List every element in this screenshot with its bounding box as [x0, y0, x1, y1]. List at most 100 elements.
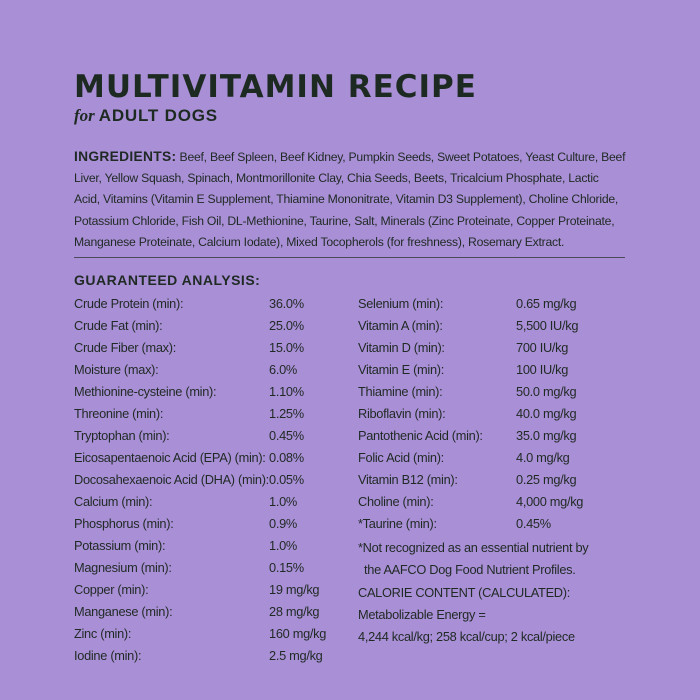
nutrient-name: Pantothenic Acid (min):	[358, 428, 483, 443]
nutrient-name: Potassium (min):	[74, 538, 166, 553]
nutrient-name: Riboflavin (min):	[358, 406, 446, 421]
calorie-content: CALORIE CONTENT (CALCULATED): Metaboliza…	[358, 582, 575, 648]
analysis-right-column: Selenium (min): 0.65 mg/kg Vitamin A (min)…	[358, 293, 628, 535]
nutrient-name: Docosahexaenoic Acid (DHA) (min):	[74, 472, 269, 487]
analysis-row: Vitamin B12 (min): 0.25 mg/kg	[358, 469, 628, 491]
analysis-row: Moisture (max): 6.0%	[74, 359, 334, 381]
nutrient-name: Phosphorus (min):	[74, 516, 174, 531]
analysis-row: Pantothenic Acid (min): 35.0 mg/kg	[358, 425, 628, 447]
nutrient-value: 0.15%	[269, 560, 304, 575]
nutrient-name: Vitamin A (min):	[358, 318, 443, 333]
nutrient-value: 25.0%	[269, 318, 304, 333]
analysis-row: Eicosapentaenoic Acid (EPA) (min): 0.08%	[74, 447, 334, 469]
analysis-row: Vitamin D (min): 700 IU/kg	[358, 337, 628, 359]
nutrient-value: 4.0 mg/kg	[516, 450, 570, 465]
analysis-row: Iodine (min): 2.5 mg/kg	[74, 645, 334, 667]
ingredients-paragraph: INGREDIENTS: Beef, Beef Spleen, Beef Kid…	[74, 146, 626, 253]
nutrient-value: 50.0 mg/kg	[516, 384, 577, 399]
calorie-line-1: Metabolizable Energy =	[358, 607, 486, 622]
analysis-row: *Taurine (min): 0.45%	[358, 513, 628, 535]
analysis-row: Vitamin E (min): 100 IU/kg	[358, 359, 628, 381]
nutrient-value: 40.0 mg/kg	[516, 406, 577, 421]
analysis-row: Phosphorus (min): 0.9%	[74, 513, 334, 535]
nutrient-value: 0.65 mg/kg	[516, 296, 577, 311]
nutrient-value: 0.45%	[269, 428, 304, 443]
analysis-row: Methionine-cysteine (min): 1.10%	[74, 381, 334, 403]
guaranteed-analysis-heading: GUARANTEED ANALYSIS:	[74, 272, 261, 288]
nutrient-value: 2.5 mg/kg	[269, 648, 323, 663]
nutrient-value: 100 IU/kg	[516, 362, 569, 377]
nutrient-value: 4,000 mg/kg	[516, 494, 584, 509]
nutrient-name: Threonine (min):	[74, 406, 164, 421]
analysis-row: Choline (min): 4,000 mg/kg	[358, 491, 628, 513]
analysis-row: Manganese (min): 28 mg/kg	[74, 601, 334, 623]
calorie-line-2: 4,244 kcal/kg; 258 kcal/cup; 2 kcal/piec…	[358, 629, 575, 644]
analysis-row: Magnesium (min): 0.15%	[74, 557, 334, 579]
calorie-heading: CALORIE CONTENT (CALCULATED):	[358, 585, 570, 600]
nutrient-value: 36.0%	[269, 296, 304, 311]
nutrient-value: 700 IU/kg	[516, 340, 569, 355]
nutrient-value: 0.05%	[269, 472, 304, 487]
analysis-row: Selenium (min): 0.65 mg/kg	[358, 293, 628, 315]
nutrient-name: Vitamin D (min):	[358, 340, 445, 355]
nutrient-value: 1.10%	[269, 384, 304, 399]
nutrient-value: 0.45%	[516, 516, 551, 531]
analysis-row: Calcium (min): 1.0%	[74, 491, 334, 513]
nutrient-name: Vitamin E (min):	[358, 362, 444, 377]
nutrient-value: 0.25 mg/kg	[516, 472, 577, 487]
nutrient-value: 5,500 IU/kg	[516, 318, 579, 333]
nutrient-name: Magnesium (min):	[74, 560, 172, 575]
nutrient-name: Crude Fiber (max):	[74, 340, 176, 355]
nutrient-name: Eicosapentaenoic Acid (EPA) (min):	[74, 450, 266, 465]
nutrient-name: Zinc (min):	[74, 626, 132, 641]
nutrient-name: *Taurine (min):	[358, 516, 437, 531]
nutrient-value: 1.0%	[269, 494, 297, 509]
nutrient-name: Moisture (max):	[74, 362, 159, 377]
analysis-row: Tryptophan (min): 0.45%	[74, 425, 334, 447]
nutrient-name: Crude Fat (min):	[74, 318, 163, 333]
analysis-row: Vitamin A (min): 5,500 IU/kg	[358, 315, 628, 337]
nutrient-name: Tryptophan (min):	[74, 428, 170, 443]
subtitle-for: for	[74, 106, 95, 125]
nutrient-value: 19 mg/kg	[269, 582, 320, 597]
analysis-row: Crude Protein (min): 36.0%	[74, 293, 334, 315]
taurine-footnote: *Not recognized as an essential nutrient…	[358, 537, 589, 581]
nutrient-value: 160 mg/kg	[269, 626, 327, 641]
nutrient-name: Crude Protein (min):	[74, 296, 184, 311]
page-title: MULTIVITAMIN RECIPE	[74, 69, 477, 105]
nutrient-name: Folic Acid (min):	[358, 450, 444, 465]
nutrient-value: 1.25%	[269, 406, 304, 421]
nutrient-value: 0.08%	[269, 450, 304, 465]
subtitle-audience: ADULT DOGS	[98, 106, 218, 125]
analysis-left-column: Crude Protein (min): 36.0% Crude Fat (min)…	[74, 293, 334, 667]
footnote-line-1: *Not recognized as an essential nutrient…	[358, 540, 589, 555]
nutrient-name: Choline (min):	[358, 494, 434, 509]
analysis-row: Thiamine (min): 50.0 mg/kg	[358, 381, 628, 403]
ingredients-label: INGREDIENTS:	[74, 148, 177, 164]
nutrient-name: Selenium (min):	[358, 296, 444, 311]
nutrient-name: Manganese (min):	[74, 604, 173, 619]
analysis-row: Crude Fat (min): 25.0%	[74, 315, 334, 337]
analysis-row: Threonine (min): 1.25%	[74, 403, 334, 425]
nutrient-name: Methionine-cysteine (min):	[74, 384, 217, 399]
nutrient-value: 28 mg/kg	[269, 604, 320, 619]
nutrient-name: Vitamin B12 (min):	[358, 472, 458, 487]
nutrient-name: Calcium (min):	[74, 494, 153, 509]
analysis-row: Zinc (min): 160 mg/kg	[74, 623, 334, 645]
nutrient-name: Iodine (min):	[74, 648, 142, 663]
analysis-row: Riboflavin (min): 40.0 mg/kg	[358, 403, 628, 425]
analysis-row: Folic Acid (min): 4.0 mg/kg	[358, 447, 628, 469]
subtitle: for ADULT DOGS	[74, 106, 218, 126]
analysis-row: Docosahexaenoic Acid (DHA) (min): 0.05%	[74, 469, 334, 491]
section-divider	[74, 257, 625, 258]
nutrient-name: Thiamine (min):	[358, 384, 443, 399]
footnote-line-2: the AAFCO Dog Food Nutrient Profiles.	[364, 562, 576, 577]
analysis-row: Copper (min): 19 mg/kg	[74, 579, 334, 601]
nutrient-value: 1.0%	[269, 538, 297, 553]
nutrient-name: Copper (min):	[74, 582, 149, 597]
nutrient-value: 35.0 mg/kg	[516, 428, 577, 443]
nutrient-value: 0.9%	[269, 516, 297, 531]
nutrient-value: 15.0%	[269, 340, 304, 355]
analysis-row: Crude Fiber (max): 15.0%	[74, 337, 334, 359]
nutrient-value: 6.0%	[269, 362, 297, 377]
